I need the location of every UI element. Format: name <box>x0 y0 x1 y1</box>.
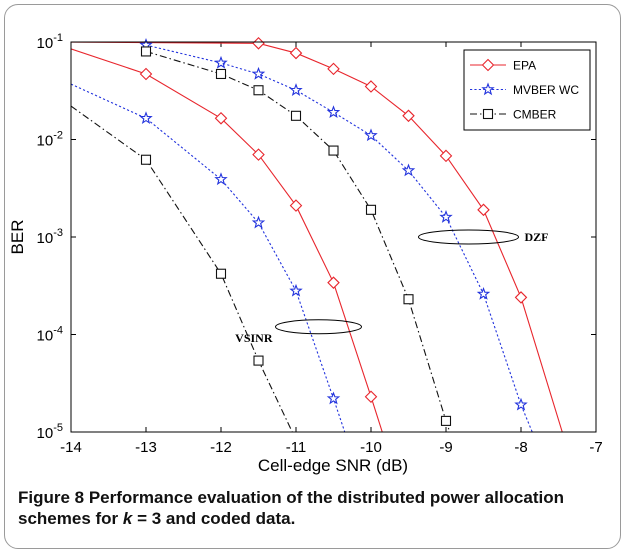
x-tick-label: -13 <box>135 439 157 456</box>
y-tick-label: 10-4 <box>37 325 63 345</box>
data-point-square <box>142 155 151 164</box>
data-point-square <box>292 111 301 120</box>
caption-variable: k <box>123 509 132 528</box>
y-axis-label: BER <box>8 220 27 255</box>
data-point-square <box>217 69 226 78</box>
y-tick-label: 10-3 <box>37 227 63 247</box>
x-tick-label: -8 <box>514 439 527 456</box>
legend-label: MVBER WC <box>513 83 579 97</box>
y-tick-label: 10-5 <box>37 422 63 442</box>
annotation-label-vsinr: VSINR <box>235 331 273 345</box>
legend-marker-square <box>484 110 493 119</box>
data-point-square <box>329 146 338 155</box>
data-point-square <box>367 205 376 214</box>
x-tick-label: -12 <box>210 439 232 456</box>
x-tick-label: -14 <box>60 439 82 456</box>
x-tick-label: -10 <box>360 439 382 456</box>
x-axis-label: Cell-edge SNR (dB) <box>258 456 408 475</box>
x-tick-label: -11 <box>286 439 307 456</box>
caption-label: Figure 8 <box>18 488 84 507</box>
caption-text-2: = 3 and coded data. <box>132 509 295 528</box>
data-point-square <box>404 295 413 304</box>
data-point-square <box>254 86 263 95</box>
legend-label: CMBER <box>513 108 557 122</box>
y-tick-label: 10-2 <box>37 130 63 150</box>
data-point-square <box>442 416 451 425</box>
x-tick-label: -9 <box>439 439 452 456</box>
y-tick-labels: 10-1 10-2 10-3 10-4 10-5 <box>37 32 63 442</box>
data-point-square <box>142 47 151 56</box>
data-point-square <box>217 269 226 278</box>
data-point-square <box>254 356 263 365</box>
legend-label: EPA <box>513 59 536 73</box>
y-tick-label: 10-1 <box>37 32 63 52</box>
figure-caption: Figure 8 Performance evaluation of the d… <box>18 487 608 529</box>
annotation-label-dzf: DZF <box>525 230 549 244</box>
x-tick-label: -7 <box>589 439 602 456</box>
legend: EPA MVBER WC CMBER <box>464 50 590 130</box>
x-tick-labels: -14 -13 -12 -11 -10 -9 -8 -7 <box>60 439 603 456</box>
